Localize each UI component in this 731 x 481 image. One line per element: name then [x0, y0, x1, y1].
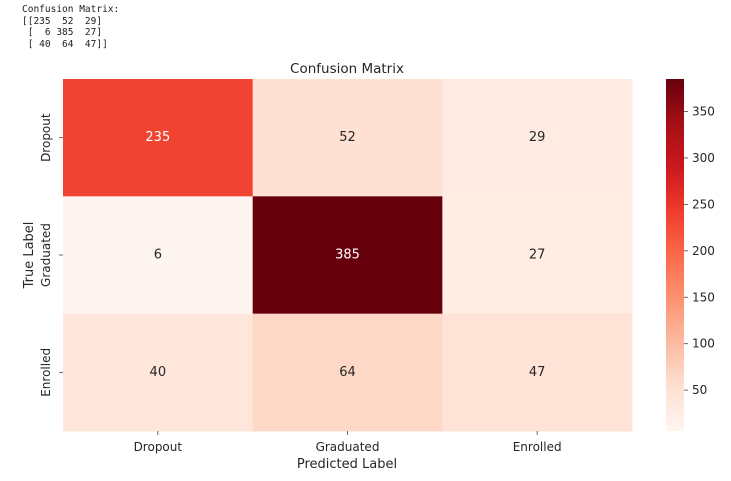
cell-value-label: 47 [529, 365, 546, 380]
cell-value-label: 40 [150, 365, 167, 380]
colorbar-tick-label: 250 [692, 197, 715, 211]
heatmap-cell [442, 313, 633, 432]
y-axis-label: True Label [22, 222, 37, 290]
colorbar [666, 79, 684, 431]
console-output: Confusion Matrix: [[235 52 29] [ 6 385 2… [22, 4, 120, 50]
x-tick-label: Enrolled [513, 440, 562, 454]
cell-value-label: 27 [529, 248, 546, 263]
colorbar-tick-label: 50 [692, 383, 707, 397]
x-tick-labels: Dropout Graduated Enrolled [134, 431, 562, 454]
heatmap-cell [442, 196, 633, 315]
heatmap-cell [63, 79, 254, 197]
cell-value-label: 52 [339, 130, 356, 145]
heatmap-cells: 235 52 29 6 385 27 40 64 47 [63, 79, 633, 432]
heatmap-cell [252, 313, 443, 432]
y-tick-label: Enrolled [39, 348, 53, 397]
colorbar-ticks: 50 100 150 200 250 300 350 [684, 105, 715, 397]
chart-title: Confusion Matrix [290, 61, 404, 77]
y-tick-labels: Dropout Graduated Enrolled [39, 113, 63, 397]
cell-value-label: 385 [335, 248, 360, 263]
x-tick-label: Dropout [134, 440, 183, 454]
x-tick-label: Graduated [316, 440, 380, 454]
heatmap-cell [252, 79, 443, 197]
heatmap-cell [252, 196, 443, 315]
cell-value-label: 235 [145, 130, 170, 145]
cell-value-label: 29 [529, 130, 546, 145]
colorbar-tick-label: 300 [692, 151, 715, 165]
y-tick-label: Graduated [39, 223, 53, 287]
colorbar-tick-label: 350 [692, 105, 715, 119]
heatmap-cell [442, 79, 633, 197]
x-axis-label: Predicted Label [297, 457, 397, 472]
colorbar-tick-label: 150 [692, 290, 715, 304]
cell-value-label: 6 [154, 248, 162, 263]
heatmap-cell [63, 196, 254, 315]
colorbar-tick-label: 200 [692, 244, 715, 258]
cell-value-label: 64 [339, 365, 356, 380]
colorbar-tick-label: 100 [692, 337, 715, 351]
heatmap-cell [63, 313, 254, 432]
y-tick-label: Dropout [39, 113, 53, 162]
